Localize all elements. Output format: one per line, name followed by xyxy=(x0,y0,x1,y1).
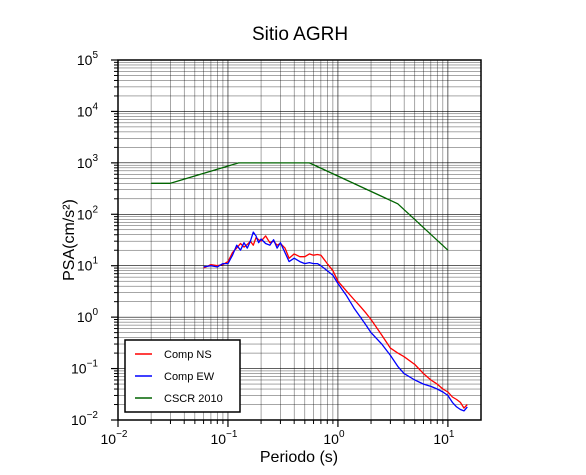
y-tick-label: 10−1 xyxy=(71,359,98,377)
y-axis: 10−2 10−1 100 101 102 103 104 105 xyxy=(71,50,118,428)
series-line-cscr-2010 xyxy=(151,162,449,251)
legend-label-comp-ns: Comp NS xyxy=(164,349,212,361)
y-axis-label: PSA(cm/s²) xyxy=(61,199,78,281)
plot-frame xyxy=(117,59,482,421)
x-axis: 10−2 10−1 100 101 xyxy=(101,420,455,447)
x-axis-label: Periodo (s) xyxy=(260,449,338,466)
y-tick-label: 104 xyxy=(77,101,99,119)
grid xyxy=(118,60,481,420)
y-tick-label: 10−2 xyxy=(71,410,98,428)
x-tick-label: 10−2 xyxy=(101,429,128,447)
y-tick-label: 101 xyxy=(77,256,99,274)
y-tick-label: 100 xyxy=(77,307,99,325)
x-tick-label: 100 xyxy=(323,429,345,447)
x-tick-label: 10−1 xyxy=(210,429,237,447)
legend: Comp NS Comp EW CSCR 2010 xyxy=(124,339,241,413)
y-tick-label: 105 xyxy=(77,50,99,68)
y-tick-label: 103 xyxy=(77,153,99,171)
series-layer xyxy=(151,162,468,412)
x-tick-label: 101 xyxy=(433,429,455,447)
chart-title: Sitio AGRH xyxy=(252,24,348,45)
legend-label-comp-ew: Comp EW xyxy=(164,371,215,383)
y-tick-label: 102 xyxy=(77,204,99,222)
series-line-comp-ew xyxy=(203,231,468,412)
legend-label-cscr-2010: CSCR 2010 xyxy=(164,393,223,405)
